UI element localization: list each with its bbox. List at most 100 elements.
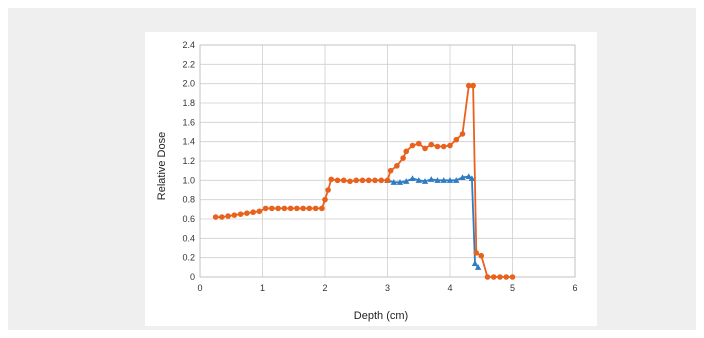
series-1-point	[415, 177, 422, 183]
series-1-point	[453, 177, 460, 183]
series-1-point	[421, 178, 429, 184]
series-2-point	[322, 196, 328, 203]
series-2-point	[231, 212, 238, 218]
series-2-point	[334, 177, 341, 184]
series-1-point	[471, 260, 479, 267]
series-2-point	[497, 274, 503, 280]
x-tick-label: 5	[510, 283, 515, 293]
series-2-point	[359, 177, 366, 184]
series-2-point	[440, 143, 447, 150]
series-1-point	[440, 177, 447, 183]
series-2-point	[490, 274, 497, 280]
series-2-point	[340, 177, 347, 184]
series-2	[212, 82, 516, 280]
y-tick-label: 2.4	[182, 40, 195, 50]
series-2-point	[428, 141, 435, 148]
series-2-point	[225, 213, 231, 219]
series-1-point	[434, 177, 441, 183]
series-2-point	[250, 209, 256, 216]
series-1-point	[468, 175, 476, 181]
y-tick-label: 1.4	[182, 137, 195, 147]
series-2-point	[409, 142, 416, 149]
grid	[199, 44, 576, 278]
y-tick-label: 1.6	[182, 117, 195, 127]
series-1-point	[396, 179, 404, 185]
y-tick-label: 2.0	[182, 79, 195, 89]
series-2-point	[294, 205, 300, 212]
series-2-point	[328, 176, 335, 183]
series-1-line	[387, 175, 479, 268]
series-2-point	[219, 214, 225, 220]
series-2-point	[319, 205, 325, 212]
plot-border	[199, 44, 576, 278]
x-tick-label: 0	[197, 283, 202, 293]
series-2-point	[459, 131, 466, 137]
series-2-point	[447, 142, 453, 149]
y-tick-label: 0	[190, 272, 195, 282]
series-2-point	[300, 205, 306, 212]
series-2-point	[415, 140, 422, 147]
series-1-point	[446, 177, 454, 183]
axis-ticks: 0 0.2 0.4 0.6 0.8 1.0 1.2 1.4 1.6 1.8 2.0 2.2 2.4 0 1 2…	[182, 40, 577, 293]
x-tick-label: 4	[447, 283, 452, 293]
y-tick-label: 0.6	[182, 214, 195, 224]
series-2-point	[312, 205, 319, 212]
series-2-point	[262, 205, 269, 212]
series-1-point	[409, 175, 416, 181]
series-layer	[212, 82, 516, 280]
series-2-point	[256, 208, 263, 215]
series-2-point	[422, 145, 428, 152]
series-2-point	[212, 214, 219, 220]
series-2-point	[465, 82, 472, 89]
series-2-point	[237, 211, 244, 217]
series-2-point	[384, 177, 391, 184]
series-2-point	[244, 210, 250, 216]
series-2-point	[484, 274, 491, 280]
series-2-point	[287, 205, 294, 212]
x-tick-label: 3	[385, 283, 390, 293]
series-2-point	[269, 205, 275, 212]
series-2-point	[400, 155, 406, 161]
y-tick-label: 0.4	[182, 233, 195, 243]
series-2-point	[353, 177, 360, 184]
x-tick-label: 1	[260, 283, 265, 293]
series-2-point	[306, 205, 313, 212]
series-1-point	[465, 173, 472, 180]
series-2-line	[215, 84, 513, 278]
series-1-point	[428, 176, 435, 182]
x-axis-label: Depth (cm)	[354, 310, 408, 322]
series-1-point	[390, 179, 397, 185]
series-1-point	[459, 174, 466, 180]
y-tick-label: 1.8	[182, 98, 195, 108]
y-axis-label: Relative Dose	[156, 132, 168, 200]
series-2-point	[281, 205, 288, 212]
series-2-point	[453, 136, 460, 143]
series-2-point	[347, 178, 353, 185]
series-2-point	[434, 143, 441, 150]
series-2-point	[470, 82, 476, 89]
series-2-point	[403, 148, 410, 155]
series-2-point	[372, 177, 378, 184]
x-tick-label: 6	[572, 283, 577, 293]
series-1-point	[474, 264, 482, 270]
y-tick-label: 1.0	[182, 175, 195, 185]
chart-panel: 0 0.2 0.4 0.6 0.8 1.0 1.2 1.4 1.6 1.8 2.0 2.2 2.4 0 1 2…	[145, 32, 597, 326]
y-tick-label: 1.2	[182, 156, 195, 166]
series-1	[384, 173, 482, 270]
series-2-point	[275, 205, 281, 212]
series-2-point	[394, 163, 400, 169]
series-1-point	[403, 178, 410, 184]
series-2-point	[503, 274, 510, 280]
series-2-point	[365, 177, 372, 184]
y-tick-label: 0.8	[182, 195, 195, 205]
series-2-point	[387, 167, 394, 174]
plot-area	[199, 44, 576, 278]
series-2-point	[325, 187, 331, 193]
series-2-point	[473, 250, 480, 256]
series-2-point	[509, 274, 516, 280]
series-2-point	[378, 177, 385, 184]
figure-background: 0 0.2 0.4 0.6 0.8 1.0 1.2 1.4 1.6 1.8 2.0 2.2 2.4 0 1 2…	[8, 8, 696, 330]
dose-depth-chart: 0 0.2 0.4 0.6 0.8 1.0 1.2 1.4 1.6 1.8 2.0 2.2 2.4 0 1 2…	[156, 40, 578, 322]
y-tick-label: 0.2	[182, 253, 195, 263]
x-tick-label: 2	[322, 283, 327, 293]
